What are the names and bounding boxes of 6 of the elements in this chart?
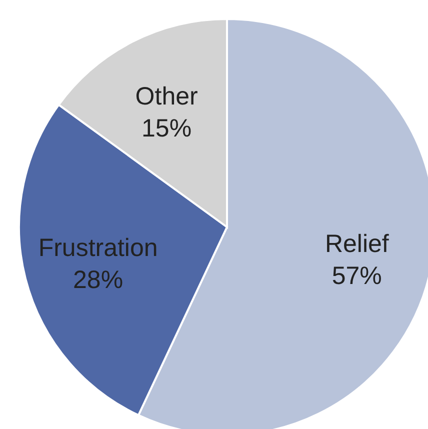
data-label: 28% — [73, 266, 124, 294]
slice-label: Other — [135, 82, 198, 110]
data-label: 15% — [142, 114, 192, 142]
slice-label: Relief — [324, 230, 389, 258]
slice-label: Frustration — [38, 234, 158, 262]
data-label: 57% — [332, 262, 382, 290]
